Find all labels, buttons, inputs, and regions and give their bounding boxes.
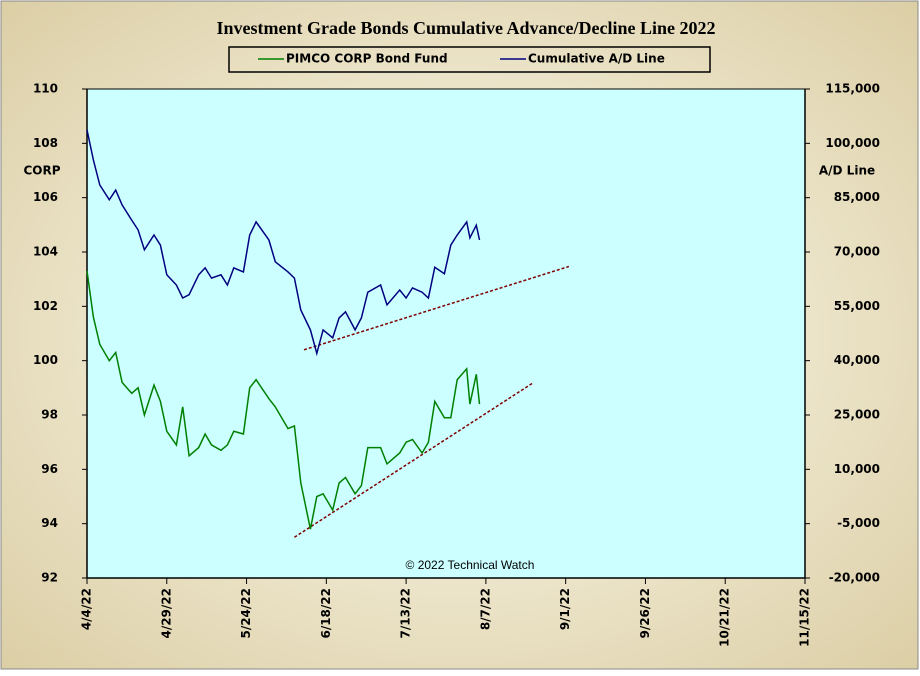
y-tick-label: 104	[33, 245, 58, 259]
y2-tick-label: -5,000	[837, 516, 880, 530]
chart-title: Investment Grade Bonds Cumulative Advanc…	[216, 18, 715, 38]
y-tick-label: 96	[41, 462, 58, 476]
series-line	[86, 129, 481, 357]
x-tick-label: 10/21/22	[718, 588, 732, 647]
legend-label: Cumulative A/D Line	[528, 52, 665, 66]
y2-tick-label: 115,000	[825, 82, 880, 96]
y2-tick-label: 100,000	[825, 136, 880, 150]
y-tick-label: 102	[33, 299, 58, 313]
y-tick-label: 100	[33, 353, 58, 367]
trendline	[303, 265, 570, 351]
y2-tick-label: -20,000	[829, 571, 880, 585]
legend-box	[228, 46, 711, 73]
x-tick-label: 6/18/22	[319, 588, 333, 639]
series-line	[86, 270, 481, 530]
y-tick-label: 110	[33, 82, 58, 96]
x-tick-label: 8/7/22	[478, 588, 492, 630]
x-tick-label: 11/15/22	[798, 588, 812, 647]
y2-tick-label: 10,000	[834, 462, 880, 476]
trendline	[294, 381, 535, 538]
y-axis-label: CORP	[23, 164, 60, 178]
x-tick-label: 7/13/22	[399, 588, 413, 639]
y-tick-label: 106	[33, 190, 58, 204]
y2-tick-label: 85,000	[834, 190, 880, 204]
x-tick-label: 4/29/22	[159, 588, 173, 639]
y-tick-label: 108	[33, 136, 58, 150]
y2-tick-label: 55,000	[834, 299, 880, 313]
y2-axis-label: A/D Line	[819, 164, 875, 178]
y-tick-label: 92	[41, 571, 58, 585]
legend-label: PIMCO CORP Bond Fund	[286, 52, 448, 66]
y2-tick-label: 70,000	[834, 245, 880, 259]
y-tick-label: 94	[41, 516, 58, 530]
annotation: © 2022 Technical Watch	[406, 558, 535, 572]
x-tick-label: 5/24/22	[239, 588, 253, 639]
x-tick-label: 9/1/22	[558, 588, 572, 630]
y-tick-label: 98	[41, 408, 58, 422]
x-tick-label: 9/26/22	[638, 588, 652, 639]
y2-tick-label: 25,000	[834, 408, 880, 422]
x-tick-label: 4/4/22	[80, 588, 94, 630]
plot-area	[86, 88, 806, 579]
y2-tick-label: 40,000	[834, 353, 880, 367]
